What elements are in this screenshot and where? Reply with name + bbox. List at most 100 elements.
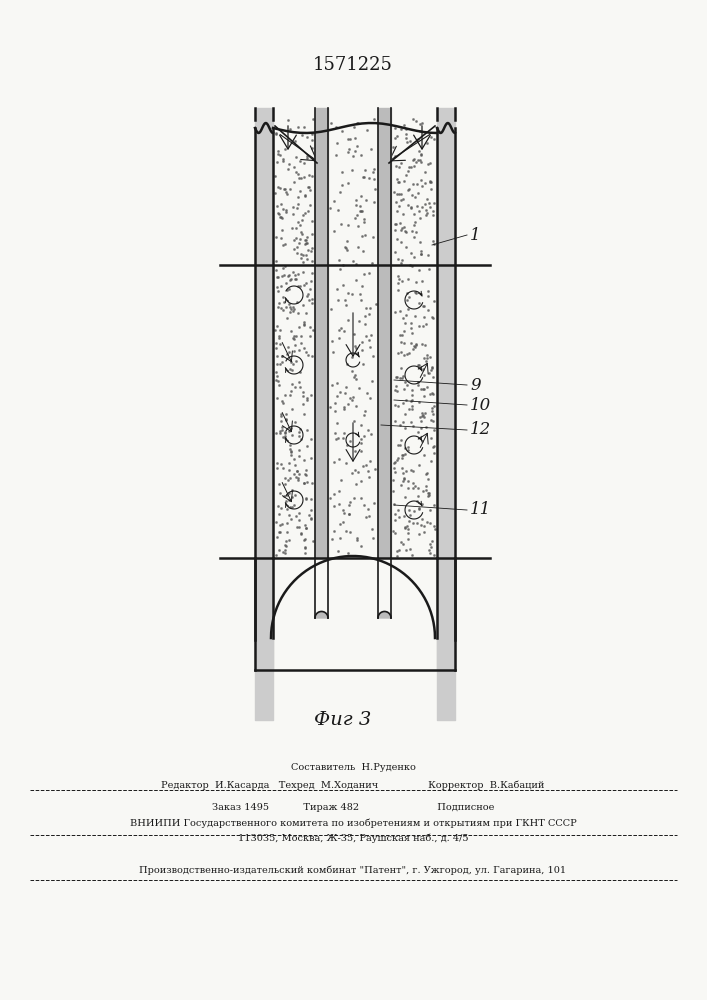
Point [297,127,308,143]
Point [274,209,286,225]
Point [406,245,417,261]
Point [392,383,403,399]
Point [407,418,419,434]
Point [286,301,297,317]
Point [399,470,410,486]
Point [402,271,413,287]
Point [419,405,431,421]
Point [422,471,433,487]
Point [307,265,318,281]
Point [394,186,405,202]
Point [328,193,339,209]
Point [284,387,296,403]
Point [421,347,433,363]
Point [293,305,304,321]
Point [346,392,358,408]
Point [342,285,354,301]
Point [407,515,419,531]
Point [274,506,285,522]
Point [285,121,296,137]
Point [291,519,303,535]
Point [395,234,407,250]
Point [291,508,302,524]
Point [409,151,420,167]
Point [399,519,411,535]
Point [395,360,407,376]
Point [297,212,308,228]
Point [390,506,401,522]
Polygon shape [315,612,328,618]
Point [341,356,353,372]
Point [336,216,347,232]
Point [281,346,293,362]
Point [344,141,355,157]
Point [284,296,295,312]
Point [417,483,428,499]
Point [357,458,368,474]
Point [426,174,437,190]
Point [349,413,360,429]
Point [288,451,300,467]
Point [296,250,307,266]
Point [289,379,300,395]
Point [394,159,405,175]
Point [332,135,343,151]
Point [280,533,291,549]
Point [288,303,299,319]
Point [429,521,440,537]
Point [287,264,298,280]
Point [410,285,421,301]
Point [413,526,424,542]
Point [429,422,440,438]
Point [399,374,410,390]
Point [291,463,303,479]
Point [341,242,353,258]
Point [414,116,426,132]
Point [404,289,415,305]
Point [399,173,410,189]
Point [397,327,408,343]
Point [423,283,434,299]
Point [303,292,315,308]
Point [282,472,293,488]
Point [355,431,366,447]
Point [331,415,342,431]
Point [291,294,303,310]
Point [355,203,366,219]
Point [361,328,372,344]
Point [292,245,303,261]
Point [398,471,409,487]
Point [388,460,399,476]
Point [288,331,300,347]
Point [282,339,293,355]
Point [404,541,416,557]
Point [302,390,313,406]
Point [421,191,433,207]
Point [420,202,431,218]
Point [355,443,366,459]
Point [416,496,427,512]
Point [303,507,315,523]
Point [283,281,294,297]
Point [281,282,293,298]
Point [286,401,298,417]
Point [397,310,409,326]
Point [338,505,349,521]
Point [391,231,402,247]
Point [351,138,363,154]
Point [400,126,411,142]
Point [301,148,312,164]
Point [297,247,308,263]
Point [407,398,418,414]
Point [307,168,318,184]
Point [291,271,302,287]
Point [334,252,345,268]
Point [402,439,414,455]
Point [280,412,291,428]
Point [329,403,340,419]
Point [392,275,403,291]
Point [338,257,349,273]
Point [337,502,349,518]
Point [421,419,432,435]
Point [274,356,286,372]
